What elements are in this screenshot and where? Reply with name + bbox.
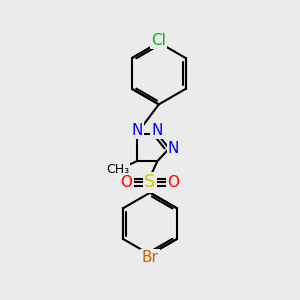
Text: O: O [120, 175, 132, 190]
Text: Cl: Cl [152, 33, 166, 48]
Text: Br: Br [142, 250, 158, 265]
Text: S: S [144, 173, 156, 191]
Text: O: O [168, 175, 180, 190]
Text: N: N [131, 123, 142, 138]
Text: N: N [168, 141, 179, 156]
Text: CH₃: CH₃ [106, 163, 129, 176]
Text: N: N [152, 123, 163, 138]
